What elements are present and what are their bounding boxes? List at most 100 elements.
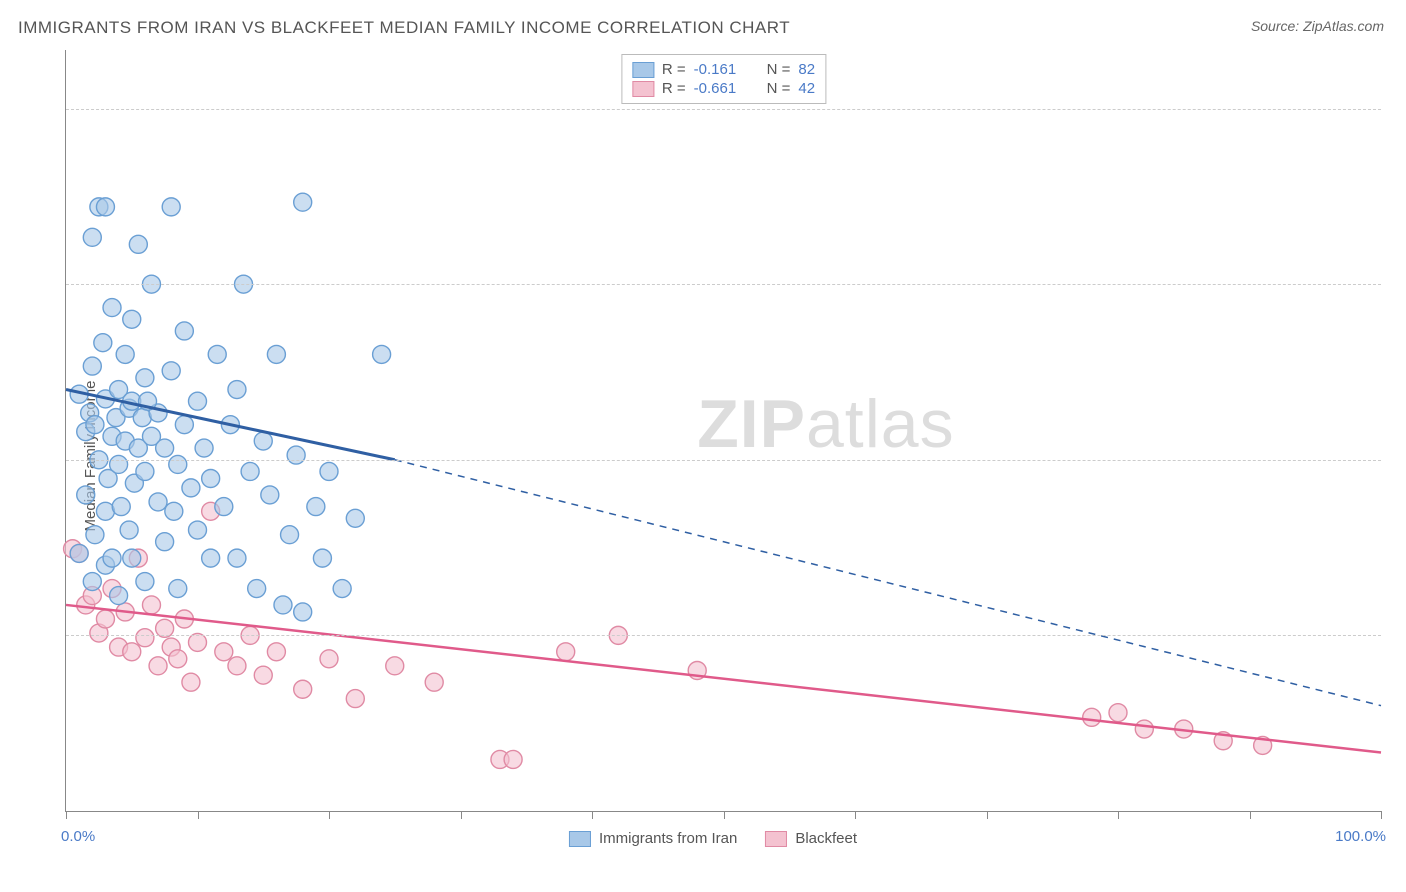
data-point (156, 533, 174, 551)
x-tick (724, 811, 725, 819)
data-point (320, 650, 338, 668)
gridline (66, 109, 1381, 110)
data-point (103, 299, 121, 317)
trend-line-dashed (395, 460, 1381, 706)
data-point (110, 455, 128, 473)
data-point (156, 439, 174, 457)
x-tick (66, 811, 67, 819)
data-point (70, 544, 88, 562)
legend-label-1: Blackfeet (795, 830, 857, 847)
data-point (182, 673, 200, 691)
source-attribution: Source: ZipAtlas.com (1251, 18, 1384, 34)
data-point (1135, 720, 1153, 738)
data-point (1083, 708, 1101, 726)
data-point (123, 310, 141, 328)
data-point (228, 657, 246, 675)
series-legend: Immigrants from Iran Blackfeet (569, 830, 857, 847)
data-point (116, 345, 134, 363)
legend-item-0: Immigrants from Iran (569, 830, 737, 847)
data-point (373, 345, 391, 363)
data-point (267, 643, 285, 661)
y-tick-label: $75,000 (1391, 627, 1406, 644)
data-point (142, 596, 160, 614)
r-label: R = (662, 80, 686, 97)
data-point (83, 573, 101, 591)
data-point (83, 357, 101, 375)
data-point (241, 462, 259, 480)
data-point (94, 334, 112, 352)
source-label: Source: (1251, 18, 1299, 34)
data-point (120, 521, 138, 539)
data-point (333, 580, 351, 598)
data-point (189, 392, 207, 410)
data-point (169, 650, 187, 668)
x-tick (592, 811, 593, 819)
x-tick (1250, 811, 1251, 819)
data-point (202, 549, 220, 567)
y-tick-label: $150,000 (1391, 451, 1406, 468)
data-point (175, 416, 193, 434)
swatch-series-0 (569, 831, 591, 847)
data-point (248, 580, 266, 598)
gridline (66, 460, 1381, 461)
data-point (136, 573, 154, 591)
data-point (294, 603, 312, 621)
data-point (346, 690, 364, 708)
legend-item-1: Blackfeet (765, 830, 857, 847)
data-point (307, 498, 325, 516)
data-point (169, 580, 187, 598)
x-tick (987, 811, 988, 819)
gridline (66, 284, 1381, 285)
data-point (169, 455, 187, 473)
data-point (320, 462, 338, 480)
data-point (86, 526, 104, 544)
source-value: ZipAtlas.com (1303, 18, 1384, 34)
data-point (162, 198, 180, 216)
y-tick-label: $225,000 (1391, 276, 1406, 293)
swatch-series-1 (765, 831, 787, 847)
data-point (254, 666, 272, 684)
data-point (346, 509, 364, 527)
correlation-legend: R = -0.161 N = 82 R = -0.661 N = 42 (621, 54, 826, 104)
data-point (425, 673, 443, 691)
data-point (557, 643, 575, 661)
data-point (123, 549, 141, 567)
data-point (77, 486, 95, 504)
data-point (96, 610, 114, 628)
data-point (182, 479, 200, 497)
data-point (136, 462, 154, 480)
data-point (267, 345, 285, 363)
x-tick (1381, 811, 1382, 819)
data-point (189, 521, 207, 539)
x-axis-max-label: 100.0% (1335, 828, 1386, 845)
data-point (215, 643, 233, 661)
x-tick (329, 811, 330, 819)
data-point (254, 432, 272, 450)
gridline (66, 635, 1381, 636)
data-point (287, 446, 305, 464)
data-point (261, 486, 279, 504)
data-point (123, 643, 141, 661)
n-label: N = (767, 61, 791, 78)
data-point (313, 549, 331, 567)
n-value-0: 82 (798, 61, 815, 78)
data-point (110, 587, 128, 605)
svg-layer (66, 50, 1381, 811)
data-point (195, 439, 213, 457)
correlation-row-0: R = -0.161 N = 82 (632, 61, 815, 78)
swatch-series-0 (632, 62, 654, 78)
data-point (228, 381, 246, 399)
data-point (136, 629, 154, 647)
data-point (112, 498, 130, 516)
data-point (96, 198, 114, 216)
data-point (103, 549, 121, 567)
data-point (149, 493, 167, 511)
data-point (274, 596, 292, 614)
data-point (86, 416, 104, 434)
data-point (149, 657, 167, 675)
x-tick (1118, 811, 1119, 819)
chart-title: IMMIGRANTS FROM IRAN VS BLACKFEET MEDIAN… (18, 18, 790, 38)
x-tick (461, 811, 462, 819)
data-point (202, 470, 220, 488)
data-point (175, 322, 193, 340)
